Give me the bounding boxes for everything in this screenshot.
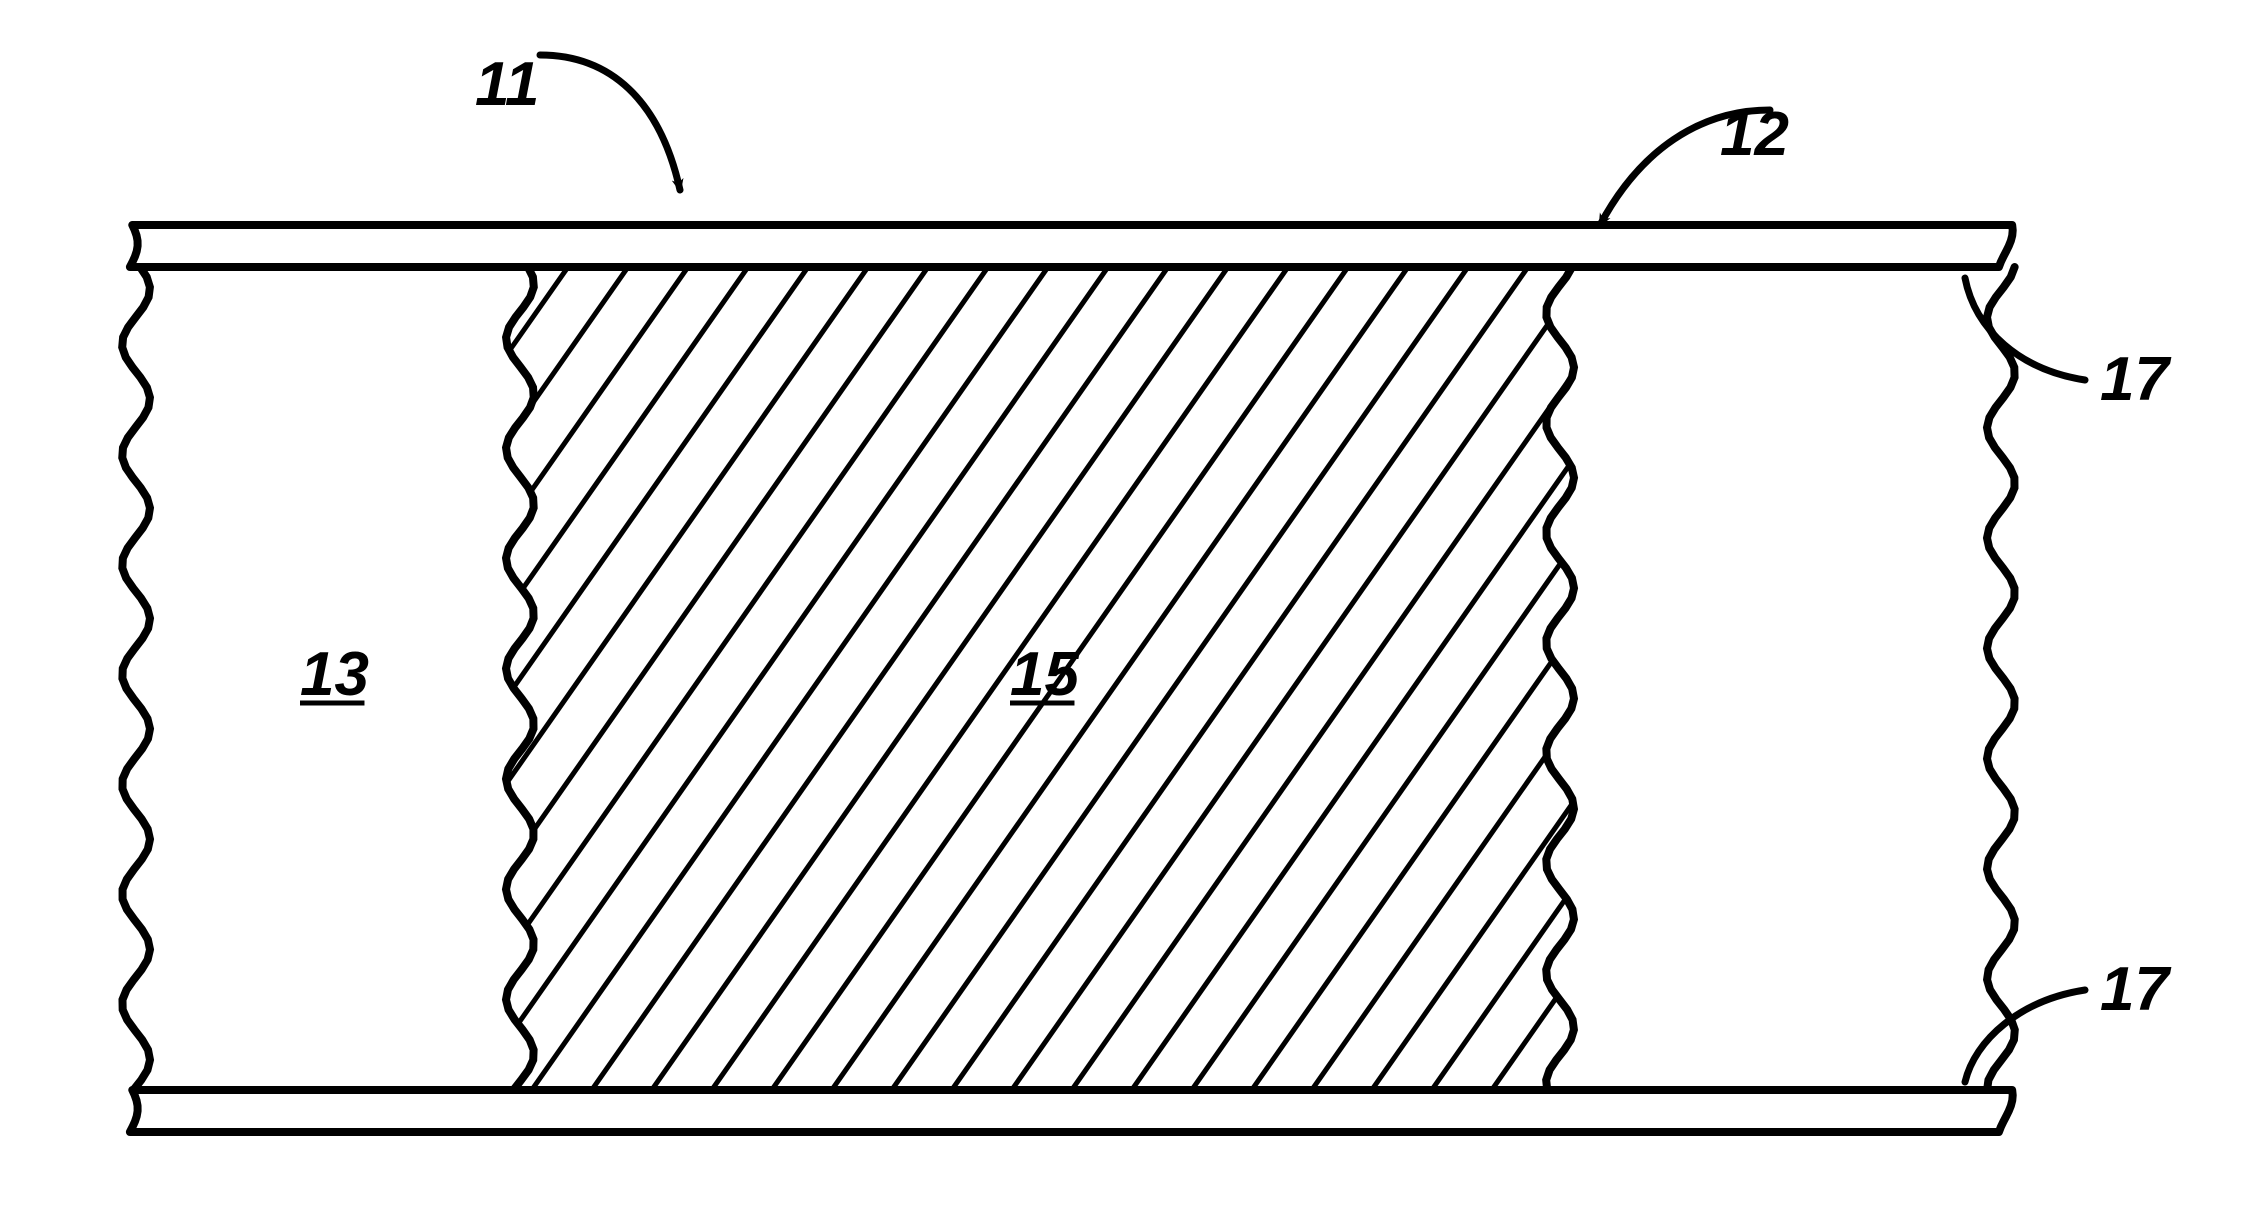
svg-text:11: 11 bbox=[475, 50, 539, 119]
svg-text:17: 17 bbox=[2100, 345, 2171, 414]
svg-text:17: 17 bbox=[2100, 955, 2171, 1024]
svg-text:12: 12 bbox=[1720, 100, 1789, 169]
svg-text:13: 13 bbox=[300, 640, 369, 709]
svg-text:15: 15 bbox=[1010, 640, 1080, 709]
